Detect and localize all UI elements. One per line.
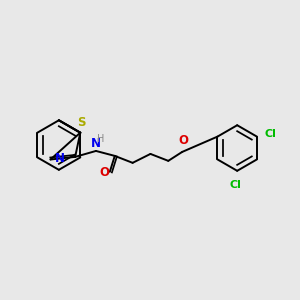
Text: Cl: Cl: [265, 129, 277, 139]
Text: O: O: [178, 134, 188, 147]
Text: Cl: Cl: [229, 180, 241, 190]
Text: N: N: [91, 137, 101, 150]
Text: S: S: [77, 116, 86, 129]
Text: H: H: [97, 134, 105, 144]
Text: N: N: [55, 152, 64, 165]
Text: O: O: [99, 166, 109, 179]
